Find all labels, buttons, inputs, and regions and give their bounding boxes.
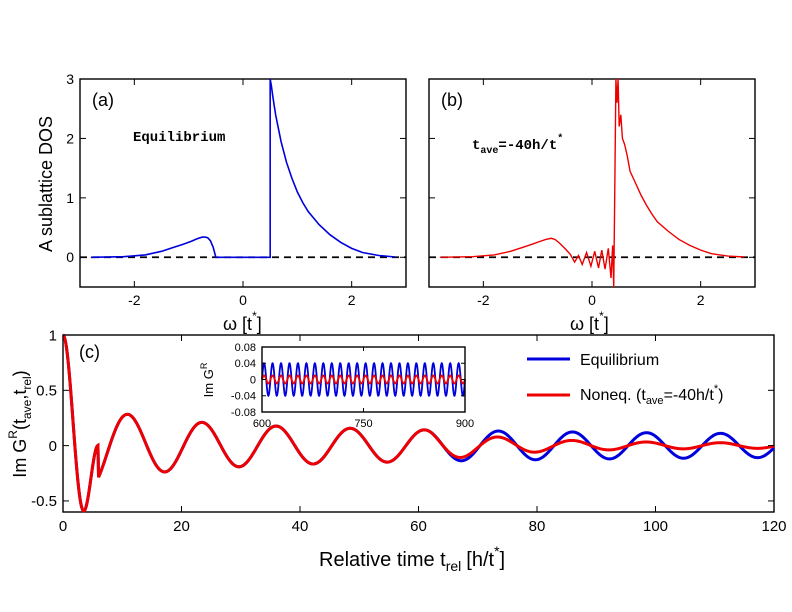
- panel-a-label: (a): [92, 90, 114, 110]
- panel-a-ytick-label: 2: [66, 130, 74, 146]
- panel-c-xtick-label: 100: [643, 518, 668, 535]
- panel-a-ticks: -2 0 2 0 1 2 3: [66, 71, 406, 308]
- panel-c-ylabel: Im GR(tave,trel): [6, 370, 34, 477]
- panel-a-ylabel: A sublattice DOS: [36, 116, 56, 252]
- panel-c-inset: 600 750 900 -0.08 -0.04 0 0.04 0.08 Im GR: [199, 342, 474, 430]
- panel-c-xtick-label: 120: [761, 518, 786, 535]
- panel-c-noneq-curve: [62, 333, 775, 513]
- panel-c-xtick-label: 80: [529, 518, 546, 535]
- inset-xtick-label: 600: [253, 418, 271, 430]
- panel-c-label: (c): [79, 342, 100, 362]
- panel-a-xtick-label: 0: [239, 292, 247, 308]
- panel-c-ytick-label: -0.5: [31, 493, 57, 510]
- panel-a-ytick-label: 1: [66, 190, 74, 206]
- panel-a-xtick-label: 2: [348, 292, 356, 308]
- panel-a-xlabel: ω [t*]: [223, 309, 262, 334]
- panel-b-dos-curve: [439, 78, 745, 288]
- panel-c: 0 20 40 60 80 100 120-0.500.51 (c) Im GR(tave,…: [6, 327, 787, 574]
- panel-a-ytick-label: 0: [66, 249, 74, 265]
- panel-a-ytick-label: 3: [66, 71, 74, 87]
- inset-ytick-label: 0: [250, 374, 256, 386]
- panel-c-xlabel: Relative time trel [h/t*]: [319, 543, 505, 574]
- panel-c-ticks: 0 20 40 60 80 100 120-0.500.51: [31, 327, 786, 535]
- panel-b-xtick-label: 2: [697, 292, 705, 308]
- panel-b-ticks: -2 0 2: [429, 78, 755, 308]
- inset-noneq-curve: [261, 374, 466, 385]
- panel-a-xtick-label: -2: [128, 292, 141, 308]
- panel-c-ytick-label: 0.5: [36, 383, 57, 400]
- panel-a: -2 0 2 0 1 2 3 (a) Equilibrium A sublattice DO…: [36, 71, 407, 334]
- inset-xtick-label: 900: [456, 418, 474, 430]
- inset-ytick-label: -0.08: [231, 407, 256, 419]
- panel-c-xtick-label: 0: [59, 518, 67, 535]
- panel-b-xtick-label: -2: [477, 292, 490, 308]
- inset-ylabel: Im GR: [199, 362, 216, 397]
- panel-b-xtick-label: 0: [588, 292, 596, 308]
- panel-a-dos-curve: [90, 78, 396, 259]
- panel-b-label: (b): [441, 90, 463, 110]
- panel-b-xlabel: ω [t*]: [570, 309, 609, 334]
- panel-b: -2 0 2 (b) tave=-40h/t* ω [t*]: [428, 78, 756, 334]
- inset-xtick-label: 750: [354, 418, 372, 430]
- panel-a-annotation: Equilibrium: [133, 130, 225, 146]
- inset-ytick-label: -0.04: [231, 391, 256, 403]
- inset-ticks: 600 750 900 -0.08 -0.04 0 0.04 0.08: [231, 342, 474, 430]
- panel-c-xtick-label: 20: [173, 518, 190, 535]
- panel-c-ytick-label: 0: [49, 438, 57, 455]
- panel-c-xtick-label: 40: [292, 518, 309, 535]
- panel-b-annotation: tave=-40h/t*: [472, 133, 563, 157]
- inset-ytick-label: 0.04: [235, 358, 256, 370]
- legend-equilibrium-label: Equilibrium: [580, 352, 659, 369]
- panel-c-ytick-label: 1: [49, 327, 57, 344]
- legend-noneq-label: Noneq. (tave=-40h/t*): [580, 383, 723, 407]
- inset-ytick-label: 0.08: [235, 342, 256, 354]
- panel-c-xtick-label: 60: [410, 518, 427, 535]
- panel-c-legend: Equilibrium Noneq. (tave=-40h/t*): [527, 352, 723, 407]
